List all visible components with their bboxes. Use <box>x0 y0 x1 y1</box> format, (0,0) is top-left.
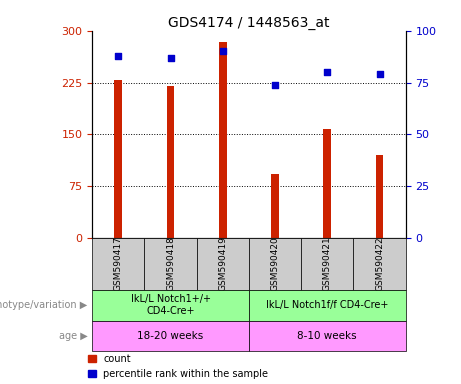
Point <box>219 48 226 55</box>
Title: GDS4174 / 1448563_at: GDS4174 / 1448563_at <box>168 16 330 30</box>
Bar <box>167 86 174 238</box>
FancyBboxPatch shape <box>92 290 249 321</box>
Text: genotype/variation ▶: genotype/variation ▶ <box>0 300 88 310</box>
Point <box>376 71 383 77</box>
Bar <box>271 174 279 238</box>
Text: 18-20 weeks: 18-20 weeks <box>137 331 204 341</box>
Text: GSM590419: GSM590419 <box>219 237 227 291</box>
Text: GSM590421: GSM590421 <box>323 237 332 291</box>
Point <box>272 81 279 88</box>
FancyBboxPatch shape <box>249 290 406 321</box>
Text: GSM590420: GSM590420 <box>271 237 279 291</box>
Point <box>115 53 122 59</box>
Bar <box>219 43 227 238</box>
Text: GSM590418: GSM590418 <box>166 237 175 291</box>
FancyBboxPatch shape <box>92 321 249 351</box>
FancyBboxPatch shape <box>249 238 301 290</box>
Point <box>324 69 331 75</box>
Text: IkL/L Notch1f/f CD4-Cre+: IkL/L Notch1f/f CD4-Cre+ <box>266 300 389 310</box>
Text: IkL/L Notch1+/+
CD4-Cre+: IkL/L Notch1+/+ CD4-Cre+ <box>130 295 211 316</box>
Bar <box>114 81 122 238</box>
FancyBboxPatch shape <box>301 238 354 290</box>
Text: GSM590422: GSM590422 <box>375 237 384 291</box>
Text: age ▶: age ▶ <box>59 331 88 341</box>
FancyBboxPatch shape <box>354 238 406 290</box>
Bar <box>376 155 384 238</box>
FancyBboxPatch shape <box>92 238 144 290</box>
FancyBboxPatch shape <box>144 238 197 290</box>
Text: GSM590417: GSM590417 <box>114 237 123 291</box>
FancyBboxPatch shape <box>249 321 406 351</box>
Text: 8-10 weeks: 8-10 weeks <box>297 331 357 341</box>
Legend: count, percentile rank within the sample: count, percentile rank within the sample <box>88 354 268 379</box>
FancyBboxPatch shape <box>197 238 249 290</box>
Point <box>167 55 174 61</box>
Bar <box>323 129 331 238</box>
